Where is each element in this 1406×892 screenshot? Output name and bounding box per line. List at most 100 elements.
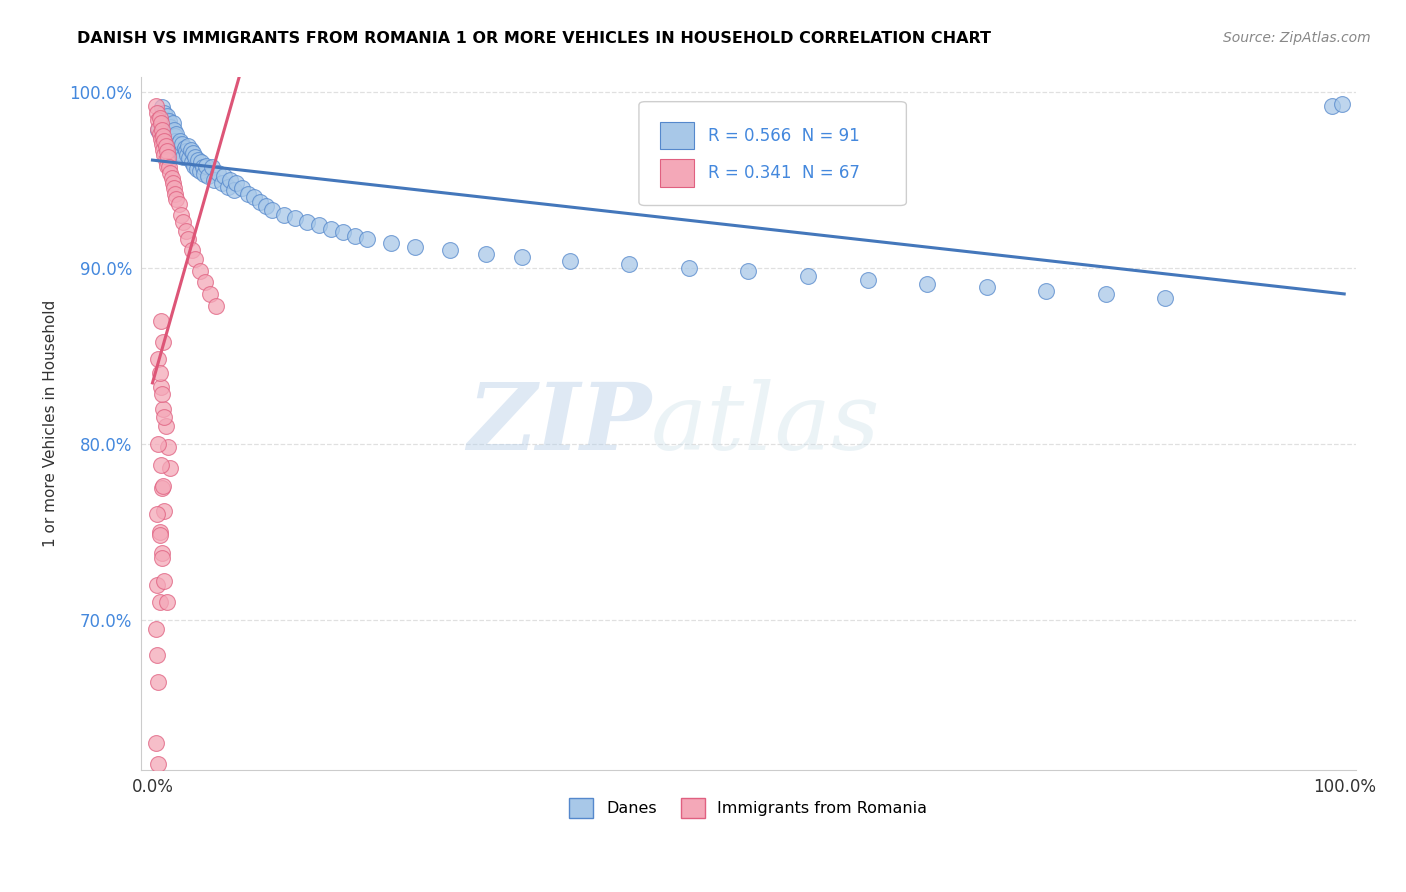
Legend: Danes, Immigrants from Romania: Danes, Immigrants from Romania [562, 792, 934, 824]
Point [159, 120, 181, 134]
Point [212, 169, 235, 183]
Point [184, 150, 207, 164]
Point [737, 264, 759, 278]
Point [510, 250, 533, 264]
Point [146, 648, 169, 662]
Point [155, 419, 177, 434]
Point [169, 134, 191, 148]
Point [156, 440, 179, 454]
Point [1095, 287, 1118, 301]
FancyBboxPatch shape [659, 121, 693, 150]
Point [201, 161, 224, 175]
Point [153, 127, 176, 141]
Point [172, 150, 194, 164]
Point [195, 159, 218, 173]
Point [1330, 96, 1353, 111]
Point [165, 134, 187, 148]
Point [145, 736, 167, 750]
Point [193, 167, 215, 181]
Point [145, 98, 167, 112]
Text: Source: ZipAtlas.com: Source: ZipAtlas.com [1223, 31, 1371, 45]
Point [150, 551, 173, 566]
Point [148, 352, 170, 367]
Point [249, 195, 271, 210]
Point [797, 269, 820, 284]
Point [186, 161, 208, 176]
Point [188, 163, 211, 178]
Point [153, 504, 176, 518]
Point [180, 243, 202, 257]
Point [159, 461, 181, 475]
Text: ZIP: ZIP [467, 378, 651, 468]
Point [308, 219, 330, 233]
Point [439, 243, 461, 257]
Point [177, 232, 200, 246]
Point [149, 528, 172, 542]
Point [156, 595, 179, 609]
Point [183, 159, 205, 173]
Point [148, 123, 170, 137]
Point [915, 277, 938, 291]
Point [149, 111, 172, 125]
Point [150, 123, 173, 137]
Point [163, 139, 186, 153]
Point [150, 387, 173, 401]
Point [156, 150, 179, 164]
FancyBboxPatch shape [638, 102, 907, 205]
Point [181, 146, 204, 161]
Text: DANISH VS IMMIGRANTS FROM ROMANIA 1 OR MORE VEHICLES IN HOUSEHOLD CORRELATION CH: DANISH VS IMMIGRANTS FROM ROMANIA 1 OR M… [77, 31, 991, 46]
Point [1035, 284, 1057, 298]
Point [297, 215, 319, 229]
Point [156, 121, 179, 136]
Point [197, 169, 219, 183]
Point [148, 112, 170, 127]
Point [558, 253, 581, 268]
Point [475, 246, 498, 260]
Point [273, 208, 295, 222]
Point [160, 136, 183, 150]
Point [153, 148, 176, 162]
Y-axis label: 1 or more Vehicles in Household: 1 or more Vehicles in Household [44, 300, 58, 547]
Point [155, 153, 177, 168]
Point [344, 229, 367, 244]
Point [159, 165, 181, 179]
Point [1154, 291, 1177, 305]
Point [356, 232, 378, 246]
Point [165, 186, 187, 201]
Point [149, 524, 172, 539]
Point [152, 334, 174, 349]
Point [167, 143, 190, 157]
Point [155, 134, 177, 148]
Point [165, 128, 187, 143]
Point [1322, 98, 1344, 112]
Point [156, 145, 179, 159]
Point [153, 134, 176, 148]
Point [678, 260, 700, 275]
Point [162, 137, 184, 152]
Point [148, 121, 170, 136]
Point [149, 595, 172, 609]
Point [149, 127, 172, 141]
Point [150, 481, 173, 495]
Point [153, 410, 176, 425]
Point [222, 183, 245, 197]
Point [204, 172, 226, 186]
Point [180, 155, 202, 169]
Point [157, 114, 180, 128]
Point [157, 130, 180, 145]
Point [976, 280, 998, 294]
Point [155, 139, 177, 153]
Point [179, 152, 201, 166]
Point [173, 141, 195, 155]
Text: atlas: atlas [651, 378, 880, 468]
Point [149, 132, 172, 146]
Point [162, 116, 184, 130]
Point [176, 148, 198, 162]
Point [321, 222, 343, 236]
Point [180, 143, 202, 157]
Point [380, 235, 402, 250]
Point [172, 137, 194, 152]
Point [148, 437, 170, 451]
Point [188, 264, 211, 278]
Point [219, 172, 242, 186]
